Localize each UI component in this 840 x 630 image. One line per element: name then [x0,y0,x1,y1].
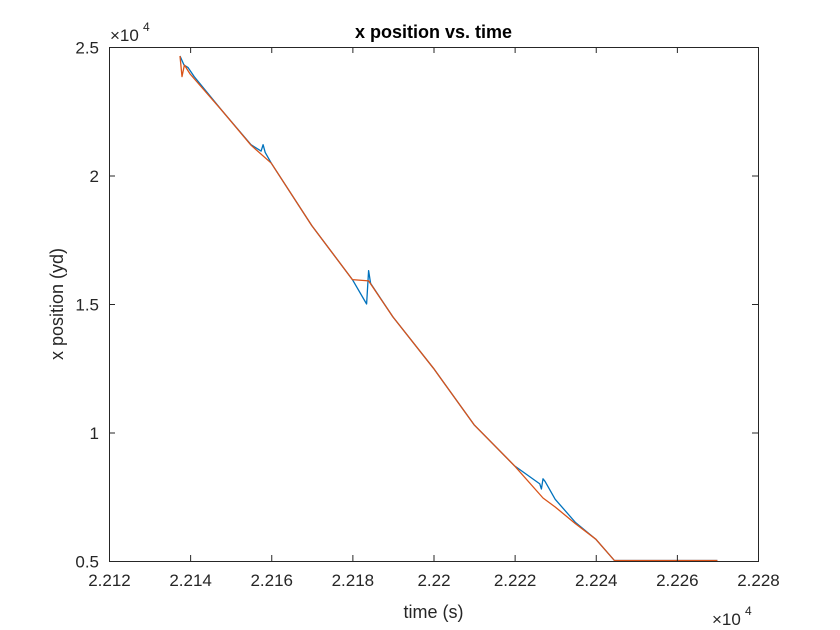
y-exponent-power: 4 [143,20,150,34]
y-tick-label: 1 [90,424,99,443]
x-tick-label: 2.222 [494,571,537,590]
y-axis-exponent: ×10 4 [110,20,150,45]
chart-title: x position vs. time [355,22,512,42]
x-axis-exponent: ×10 4 [712,604,752,629]
tick-layer: 2.212 2.214 2.216 2.218 2.22 2.222 2.224 2.226 2… [75,39,779,591]
y-tick-label: 0.5 [75,553,99,572]
x-tick-label: 2.22 [417,571,450,590]
x-tick-label: 2.216 [250,571,293,590]
x-tick-label: 2.212 [88,571,131,590]
x-tick-label: 2.218 [332,571,375,590]
x-tick-label: 2.226 [656,571,699,590]
x-tick-label: 2.224 [575,571,618,590]
plot-area [109,47,758,561]
x-tick-label: 2.214 [169,571,212,590]
y-exponent-base: ×10 [110,26,139,45]
x-exponent-power: 4 [745,604,752,618]
series-layer [179,55,718,562]
y-tick-label: 2.5 [75,39,99,58]
series-line-2 [179,55,718,562]
x-axis-label: time (s) [404,602,464,622]
x-tick-label: 2.228 [737,571,780,590]
x-exponent-base: ×10 [712,610,741,629]
y-tick-label: 1.5 [75,296,99,315]
y-tick-label: 2 [90,167,99,186]
y-axis-label: x position (yd) [47,248,67,360]
